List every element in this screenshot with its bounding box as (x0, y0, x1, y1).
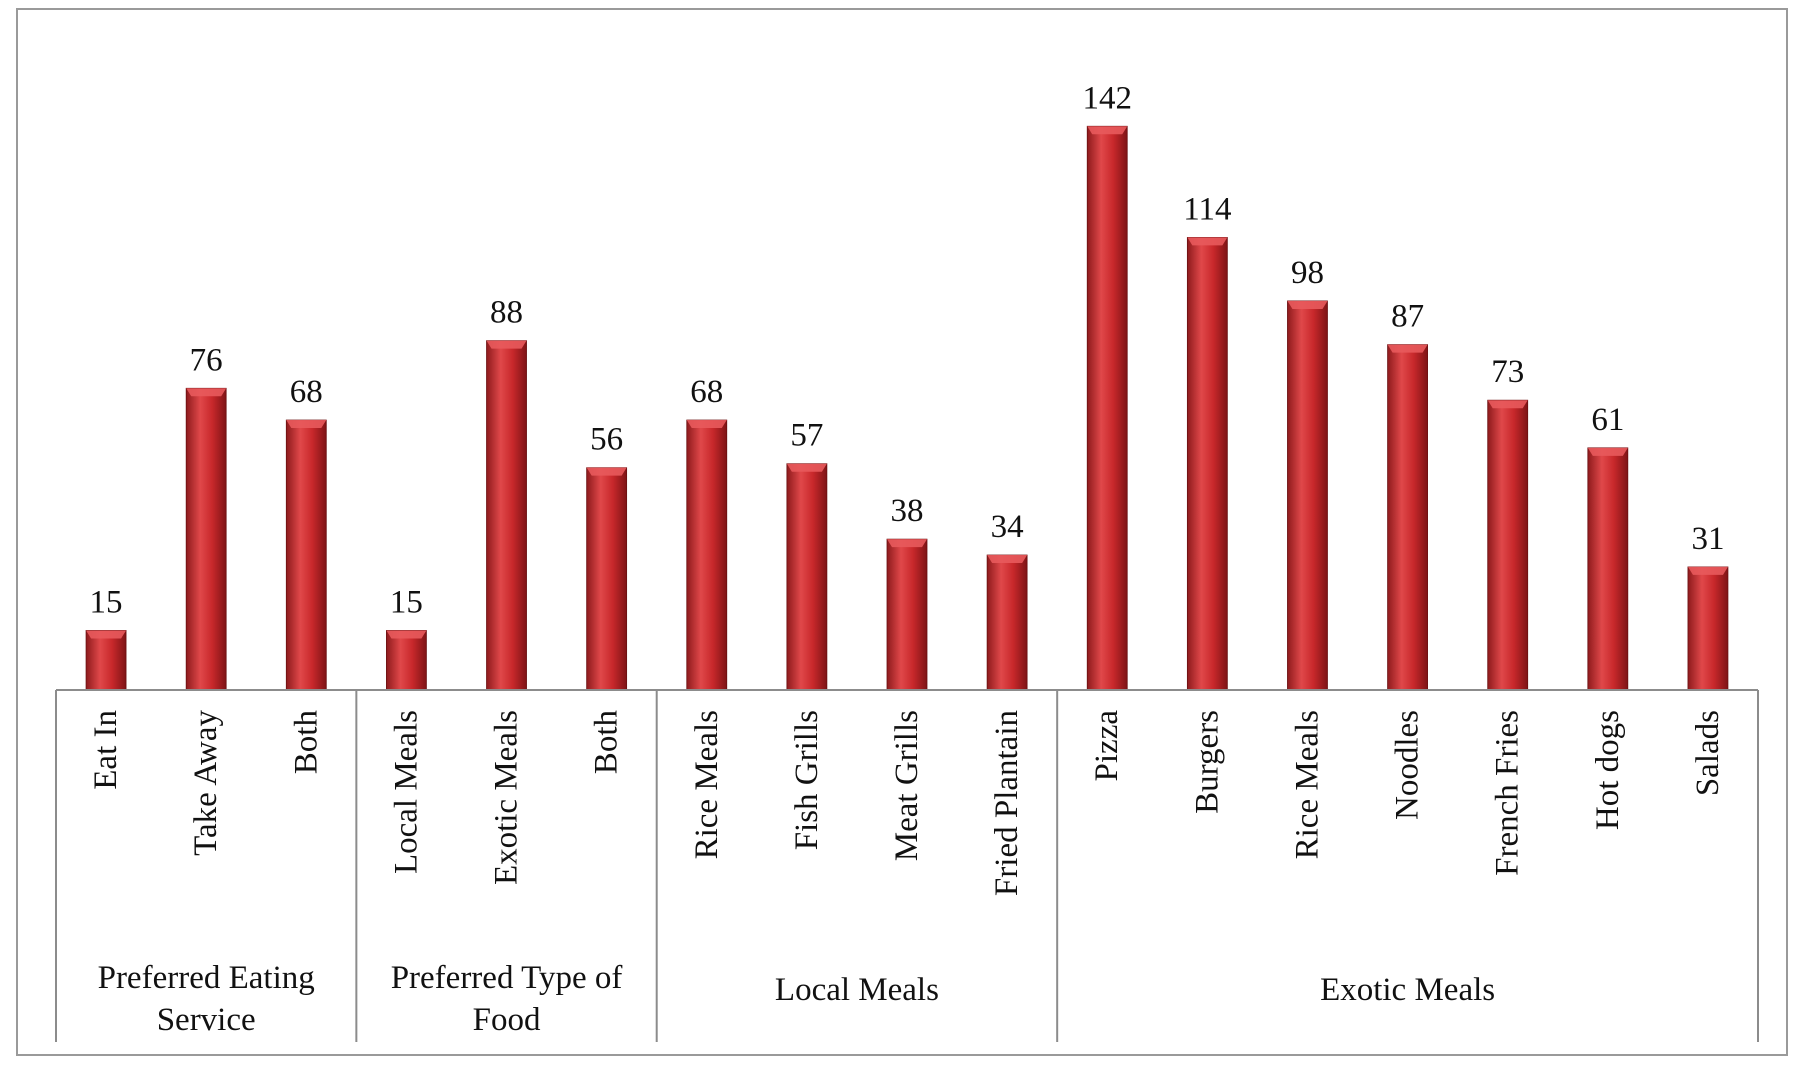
bar (586, 467, 628, 691)
bar-cap (686, 420, 727, 429)
bars-layer (85, 125, 1729, 691)
category-label: Fish Grills (789, 710, 825, 850)
labels-layer: 15 76 68 15 88 56 68 57 38 34 142 114 98 87 73 61 31 (90, 80, 1725, 620)
data-label: 88 (490, 295, 523, 331)
data-label: 142 (1082, 80, 1132, 116)
data-label: 56 (590, 422, 623, 458)
chart-frame: 15 76 68 15 88 56 68 57 38 34 142 114 98 87 73 61 31 Eat… (16, 8, 1788, 1056)
bar-cap (486, 340, 527, 349)
bar-cap (186, 388, 227, 397)
bar-cap (1687, 566, 1728, 575)
bar-cap (386, 630, 427, 639)
bar (886, 538, 928, 691)
bar-chart: 15 76 68 15 88 56 68 57 38 34 142 114 98 87 73 61 31 Eat… (55, 80, 1759, 1042)
group-label: Preferred Eating (98, 960, 315, 996)
data-label: 98 (1291, 255, 1324, 291)
bar-cap (586, 467, 627, 476)
category-label: Salads (1690, 710, 1726, 796)
category-label: Rice Meals (689, 710, 725, 859)
bar (285, 419, 327, 691)
data-label: 87 (1391, 299, 1424, 335)
bar-cap (286, 420, 327, 429)
data-label: 31 (1691, 521, 1724, 557)
bar-cap (1387, 344, 1428, 353)
bar (185, 387, 227, 691)
category-label: Burgers (1189, 710, 1225, 814)
data-label: 57 (790, 418, 823, 454)
bar-cap (987, 555, 1028, 564)
bar (486, 340, 527, 691)
group-label: Food (473, 1002, 541, 1038)
category-label: Meat Grills (889, 710, 925, 861)
bar (1587, 447, 1629, 691)
data-label: 76 (190, 342, 223, 378)
bar (1387, 344, 1428, 691)
data-label: 61 (1591, 402, 1624, 438)
bar-cap (1487, 400, 1528, 409)
bar (986, 554, 1028, 691)
category-axis: Eat In Take Away Both Preferred Eating Servi… (55, 689, 1759, 1042)
bar-cap (1087, 126, 1128, 135)
group-label: Local Meals (775, 972, 939, 1008)
bar (1687, 566, 1729, 691)
data-label: 68 (290, 374, 323, 410)
data-label: 73 (1491, 354, 1524, 390)
category-label: Hot dogs (1590, 710, 1626, 830)
category-label: Pizza (1089, 710, 1125, 782)
group-label: Preferred Type of (391, 960, 623, 996)
bar (786, 463, 828, 691)
group-label: Exotic Meals (1320, 972, 1495, 1008)
bar (386, 630, 427, 691)
category-label: Rice Meals (1289, 710, 1325, 859)
data-label: 114 (1183, 191, 1231, 227)
category-label: Both (288, 710, 324, 775)
category-label: French Fries (1490, 710, 1526, 876)
group-label: Service (157, 1002, 256, 1038)
data-label: 34 (991, 509, 1024, 545)
data-label: 15 (90, 584, 123, 620)
bar (1287, 300, 1328, 691)
bar (1086, 125, 1128, 691)
category-label: Noodles (1390, 710, 1426, 820)
bar-cap (86, 630, 127, 639)
bar (686, 419, 728, 691)
bar-cap (1587, 447, 1628, 456)
bar (85, 630, 127, 691)
category-label: Eat In (88, 710, 124, 790)
category-label: Local Meals (388, 710, 424, 874)
bar-cap (887, 539, 927, 548)
category-label: Both (589, 710, 625, 775)
category-label: Fried Plantain (989, 710, 1025, 896)
bar (1186, 237, 1228, 691)
data-label: 68 (690, 374, 723, 410)
bar-cap (1287, 300, 1328, 309)
category-label: Take Away (188, 710, 224, 856)
bar-cap (1187, 237, 1228, 246)
bar (1487, 399, 1529, 691)
bar-cap (786, 463, 827, 472)
data-label: 38 (891, 493, 924, 529)
data-label: 15 (390, 584, 423, 620)
category-label: Exotic Meals (489, 710, 525, 885)
